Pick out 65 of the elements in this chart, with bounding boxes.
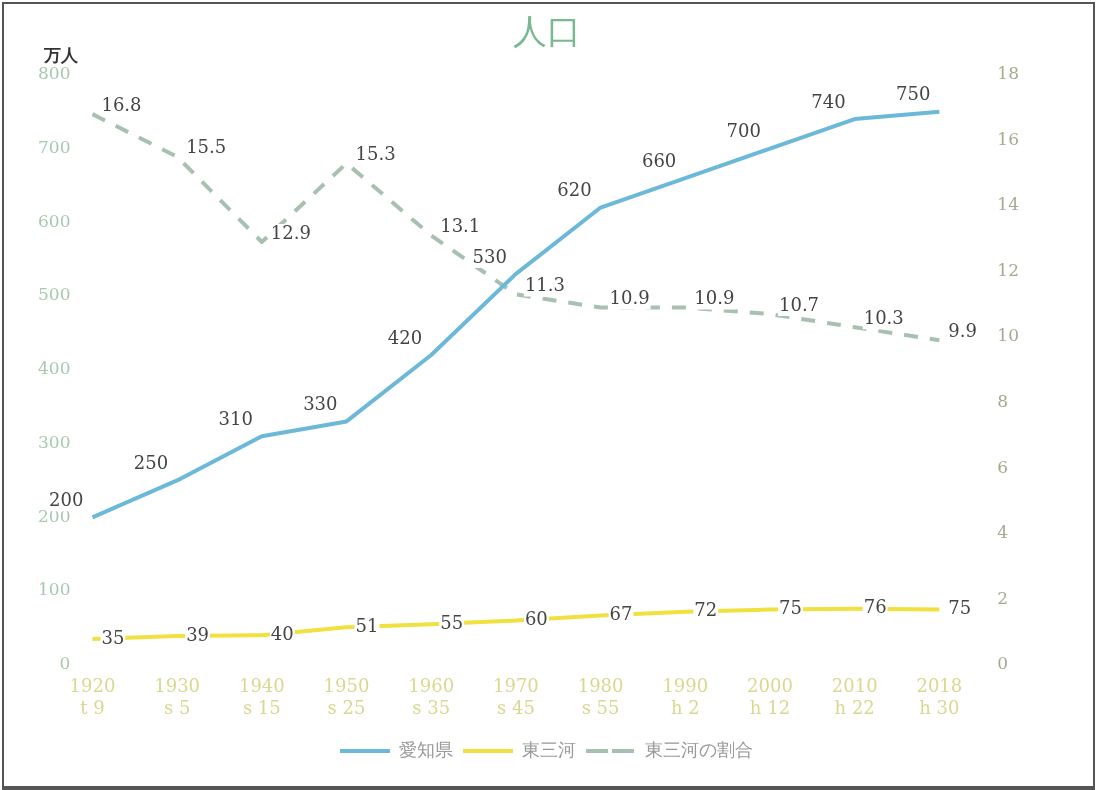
data-label: 310 xyxy=(218,407,253,429)
data-label: 76 xyxy=(863,596,887,618)
x-tick-label: 1980 s 55 xyxy=(577,675,624,718)
data-label: 55 xyxy=(440,611,464,633)
y2-tick-label: 6 xyxy=(997,456,1009,477)
data-label: 10.9 xyxy=(609,287,650,309)
data-label: 16.8 xyxy=(101,93,142,115)
y2-tick-label: 2 xyxy=(997,587,1009,608)
data-label: 51 xyxy=(355,614,379,636)
data-label: 67 xyxy=(609,603,633,625)
y2-tick-label: 12 xyxy=(997,259,1020,280)
data-label: 13.1 xyxy=(440,215,481,237)
data-label: 740 xyxy=(811,90,846,112)
data-label: 660 xyxy=(641,149,677,171)
data-label: 11.3 xyxy=(524,274,565,296)
y-tick-label: 100 xyxy=(37,579,71,600)
y-tick-label: 500 xyxy=(37,284,71,305)
y-tick-label: 400 xyxy=(37,358,71,379)
y-tick-label: 0 xyxy=(59,653,71,674)
legend-label: 東三河の割合 xyxy=(645,738,753,760)
x-tick-label: 1930 s 5 xyxy=(154,675,201,718)
y-tick-label: 600 xyxy=(37,210,71,231)
x-tick-label: 1920 t 9 xyxy=(69,675,116,718)
data-label: 530 xyxy=(472,245,507,267)
x-tick-label: 1940 s 15 xyxy=(238,675,285,718)
x-tick-label: 1990 h 2 xyxy=(662,675,709,718)
legend-label: 東三河 xyxy=(522,738,576,760)
y2-tick-label: 16 xyxy=(997,128,1020,149)
data-label: 15.3 xyxy=(355,142,396,164)
data-label: 9.9 xyxy=(948,319,978,341)
data-label: 75 xyxy=(948,597,972,619)
x-tick-label: 2010 h 22 xyxy=(831,675,878,718)
y-tick-label: 700 xyxy=(37,136,71,157)
y2-tick-label: 10 xyxy=(997,325,1020,346)
data-label: 39 xyxy=(186,623,210,645)
data-label: 40 xyxy=(270,622,294,644)
data-label: 75 xyxy=(778,597,802,619)
x-tick-label: 2000 h 12 xyxy=(747,675,793,718)
data-label: 72 xyxy=(694,599,718,621)
data-label: 35 xyxy=(101,626,125,648)
data-label: 60 xyxy=(524,608,548,630)
data-label: 10.7 xyxy=(778,293,820,315)
data-label: 15.5 xyxy=(186,136,227,158)
y-tick-label: 300 xyxy=(37,431,71,452)
y2-tick-label: 18 xyxy=(997,63,1020,84)
data-label: 330 xyxy=(303,393,338,415)
y2-tick-label: 4 xyxy=(997,522,1009,543)
y2-tick-label: 8 xyxy=(997,391,1009,411)
x-tick-label: 1970 s 45 xyxy=(493,675,539,718)
data-label: 10.3 xyxy=(863,306,904,328)
data-label: 250 xyxy=(133,452,169,474)
legend-label: 愛知県 xyxy=(399,738,453,760)
data-label: 12.9 xyxy=(270,221,311,243)
x-tick-label: 1950 s 25 xyxy=(323,675,370,718)
x-tick-label: 1960 s 35 xyxy=(408,675,455,718)
x-tick-label: 2018 h 30 xyxy=(916,675,963,718)
data-label: 700 xyxy=(726,120,761,142)
y2-tick-label: 0 xyxy=(997,653,1009,674)
data-label: 10.9 xyxy=(694,287,735,309)
chart-title: 人口 xyxy=(512,11,581,52)
data-label: 420 xyxy=(387,326,423,348)
data-label: 750 xyxy=(896,83,931,105)
line-series xyxy=(90,112,942,343)
data-label: 620 xyxy=(557,179,592,201)
y2-tick-label: 14 xyxy=(997,194,1020,215)
